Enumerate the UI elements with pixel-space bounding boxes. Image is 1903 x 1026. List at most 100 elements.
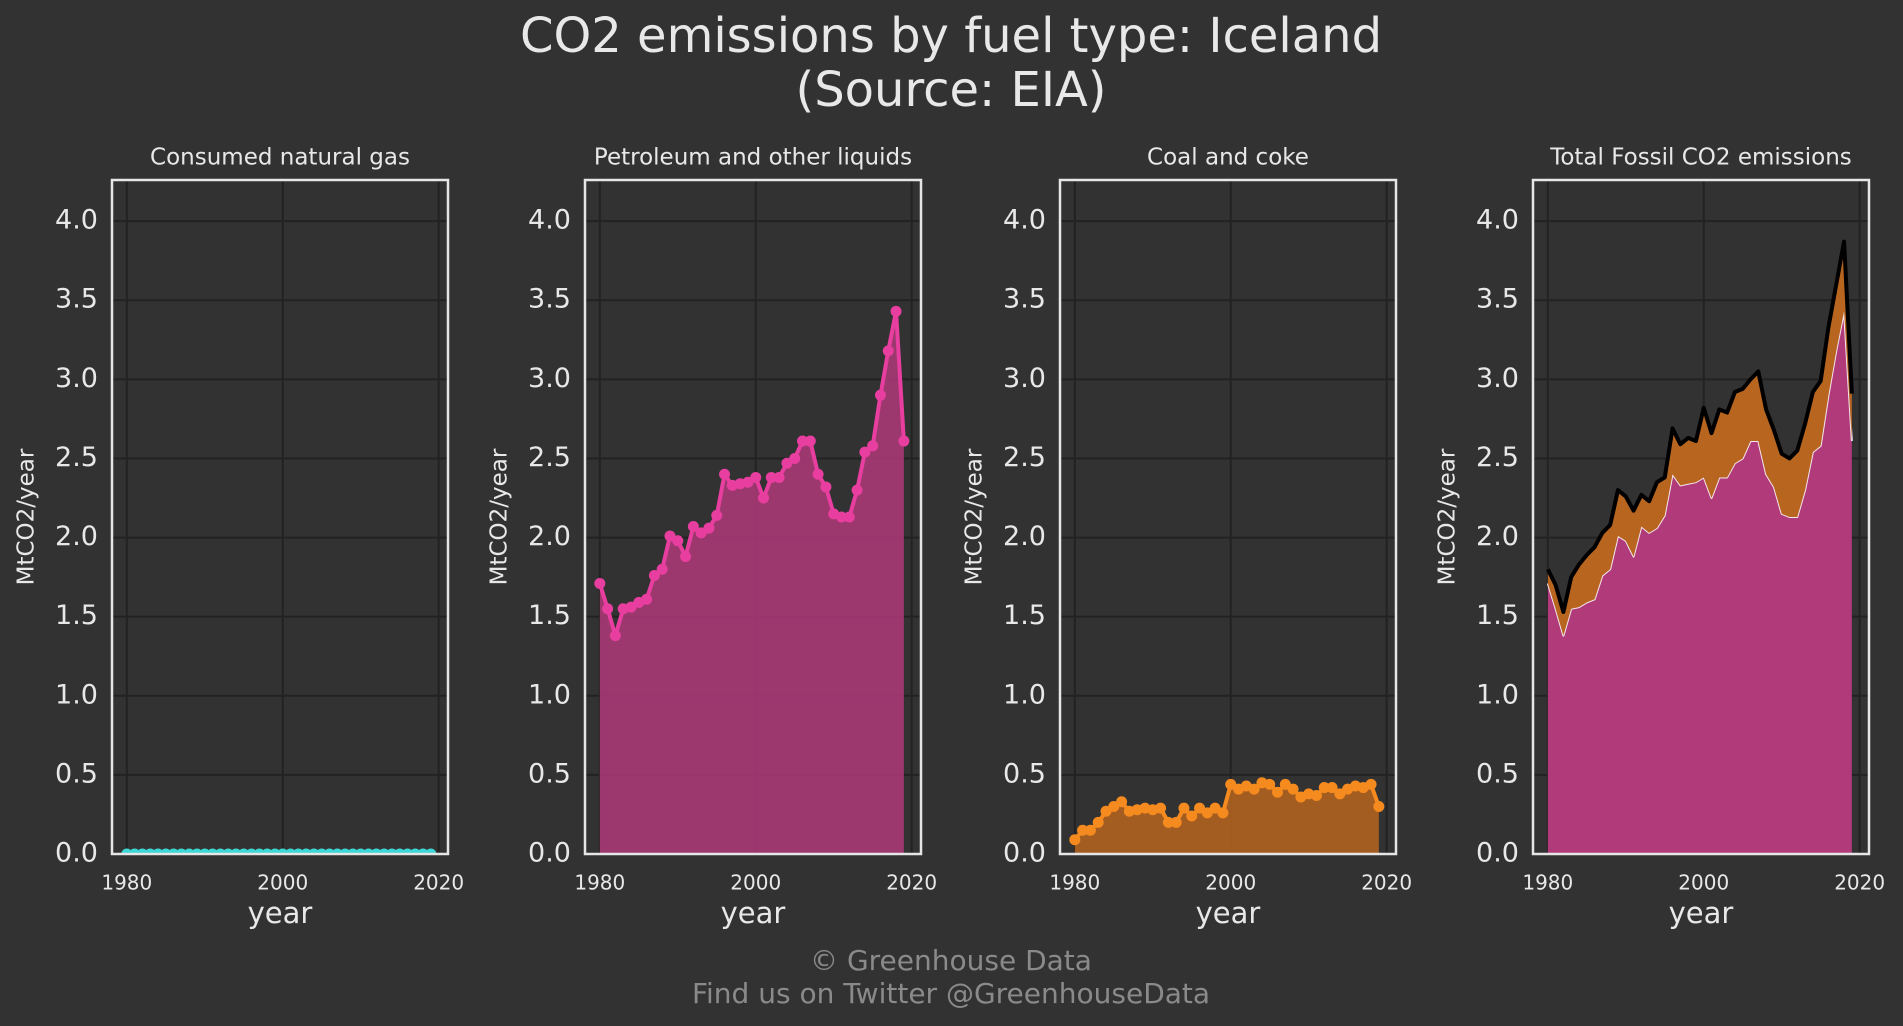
marker <box>680 551 692 563</box>
plot-content <box>121 848 437 854</box>
marker <box>1084 824 1096 836</box>
x-axis-label: year <box>721 896 786 930</box>
y-tick-label: 3.0 <box>1003 363 1046 394</box>
marker <box>1287 783 1299 795</box>
y-tick-label: 1.5 <box>1003 600 1046 631</box>
marker <box>867 440 879 452</box>
marker <box>797 435 809 447</box>
marker <box>874 389 886 401</box>
figure-title: CO2 emissions by fuel type: Iceland <box>520 8 1382 64</box>
x-tick-label: 2000 <box>730 871 781 895</box>
marker <box>843 511 855 523</box>
x-tick-label: 1980 <box>1522 871 1573 895</box>
marker <box>425 848 437 854</box>
plot-area <box>1060 180 1396 854</box>
marker <box>1365 778 1377 790</box>
marker <box>789 452 801 464</box>
marker <box>1310 789 1322 801</box>
y-tick-label: 4.0 <box>55 205 98 236</box>
y-tick-label: 0.0 <box>1003 838 1046 869</box>
x-axis-label: year <box>1669 896 1734 930</box>
line <box>1546 239 1854 614</box>
marker <box>1069 834 1081 846</box>
x-tick-label: 2020 <box>1834 871 1885 895</box>
marker <box>890 305 902 317</box>
marker <box>851 484 863 496</box>
marker <box>750 471 762 483</box>
y-tick-label: 0.0 <box>528 838 571 869</box>
panel: 0.0 0.5 1.0 1.5 2.0 2.5 3.0 3.5 4.0 1980 2000 2020 P… <box>487 145 938 931</box>
x-tick-label: 2020 <box>1361 871 1412 895</box>
y-axis-label: MtCO2/year <box>962 448 988 585</box>
y-tick-label: 3.0 <box>55 363 98 394</box>
x-axis-label: year <box>1196 896 1261 930</box>
panel-title: Consumed natural gas <box>150 145 410 171</box>
marker <box>641 593 653 605</box>
y-tick-label: 3.0 <box>528 363 571 394</box>
x-tick-label: 2020 <box>413 871 464 895</box>
x-tick-label: 1980 <box>101 871 152 895</box>
marker <box>835 511 847 523</box>
y-axis-label: MtCO2/year <box>1435 448 1461 585</box>
y-tick-label: 3.0 <box>1476 363 1519 394</box>
marker <box>1318 782 1330 794</box>
marker <box>1116 796 1128 808</box>
x-tick-label: 2000 <box>1678 871 1729 895</box>
y-tick-label: 0.5 <box>1476 758 1519 789</box>
y-tick-label: 2.0 <box>528 521 571 552</box>
marker <box>1162 816 1174 828</box>
plot-content <box>1546 239 1854 854</box>
y-tick-label: 0.5 <box>1003 758 1046 789</box>
marker <box>1178 802 1190 814</box>
y-tick-label: 2.0 <box>1003 521 1046 552</box>
marker <box>859 446 871 458</box>
spine <box>1531 178 1871 856</box>
marker <box>711 509 723 521</box>
x-tick-label: 1980 <box>574 871 625 895</box>
panel-title: Petroleum and other liquids <box>594 145 912 171</box>
marker <box>812 468 824 480</box>
marker <box>1077 824 1089 836</box>
x-axis-label: year <box>248 896 313 930</box>
marker <box>672 535 684 547</box>
y-tick-label: 0.0 <box>1476 838 1519 869</box>
marker <box>1217 807 1229 819</box>
y-tick-label: 1.0 <box>1003 679 1046 710</box>
plot-area <box>112 180 448 854</box>
marker <box>882 345 894 357</box>
area <box>599 311 904 854</box>
area <box>1547 241 1852 636</box>
marker <box>898 435 910 447</box>
y-axis-label: MtCO2/year <box>487 448 513 585</box>
marker <box>1186 810 1198 822</box>
x-tick-label: 2020 <box>886 871 937 895</box>
y-tick-label: 2.5 <box>55 442 98 473</box>
x-tick-label: 2000 <box>1205 871 1256 895</box>
panel: 0.0 0.5 1.0 1.5 2.0 2.5 3.0 3.5 4.0 1980 2000 2020 C… <box>14 145 465 931</box>
y-tick-label: 2.0 <box>1476 521 1519 552</box>
marker <box>1264 778 1276 790</box>
y-tick-label: 4.0 <box>528 205 571 236</box>
area <box>1547 311 1852 854</box>
panel: 0.0 0.5 1.0 1.5 2.0 2.5 3.0 3.5 4.0 1980 2000 2020 T… <box>1435 145 1886 931</box>
marker <box>687 520 699 532</box>
spine <box>583 178 923 856</box>
plot-content <box>594 305 910 854</box>
footer-credit: © Greenhouse Data <box>810 944 1092 977</box>
marker <box>804 435 816 447</box>
marker <box>1155 802 1167 814</box>
marker <box>1248 783 1260 795</box>
marker <box>1326 782 1338 794</box>
marker <box>758 492 770 504</box>
marker <box>594 577 606 589</box>
y-tick-label: 0.5 <box>55 758 98 789</box>
panel: 0.0 0.5 1.0 1.5 2.0 2.5 3.0 3.5 4.0 1980 2000 2020 C… <box>962 145 1413 931</box>
x-tick-label: 2000 <box>257 871 308 895</box>
marker <box>656 563 668 575</box>
y-tick-label: 3.5 <box>1476 284 1519 315</box>
y-tick-label: 1.0 <box>55 679 98 710</box>
y-axis-label: MtCO2/year <box>14 448 40 585</box>
y-tick-label: 3.5 <box>1003 284 1046 315</box>
y-tick-label: 1.5 <box>55 600 98 631</box>
